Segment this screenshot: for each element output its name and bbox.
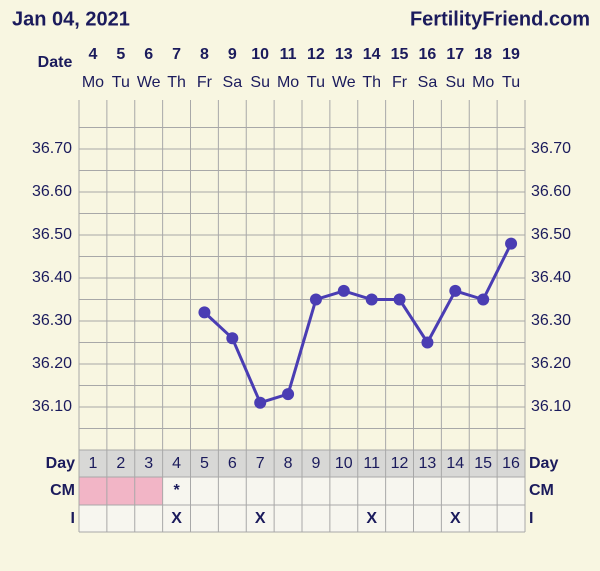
days-cell: 4	[172, 455, 181, 472]
row-label-right: CM	[529, 482, 554, 499]
y-tick-label: 36.30	[32, 312, 72, 329]
row-label: CM	[50, 482, 75, 499]
date-label: 8	[200, 46, 209, 63]
temperature-point	[226, 332, 239, 345]
temperature-point	[365, 293, 378, 306]
intercourse-cell: X	[255, 510, 266, 527]
weekday-label: Mo	[472, 74, 494, 91]
temperature-point	[337, 284, 350, 297]
row-label: Day	[46, 455, 75, 472]
weekday-label: We	[137, 74, 161, 91]
date-label: 13	[335, 46, 353, 63]
y-tick-label: 36.60	[32, 183, 72, 200]
temperature-point	[393, 293, 406, 306]
temperature-point	[421, 336, 434, 349]
weekday-label: Sa	[223, 74, 243, 91]
days-cell: 11	[363, 455, 380, 472]
date-label: Date	[38, 54, 73, 71]
weekday-label: Mo	[277, 74, 299, 91]
row-label-right: Day	[529, 455, 558, 472]
date-label: 16	[419, 46, 437, 63]
weekday-label: Th	[362, 74, 381, 91]
weekday-label: Tu	[112, 74, 130, 91]
y-tick-label: 36.50	[32, 226, 72, 243]
weekday-label: Sa	[418, 74, 438, 91]
y-tick-label: 36.10	[32, 398, 72, 415]
chart-date: Jan 04, 2021	[12, 8, 130, 30]
weekday-label: Su	[250, 74, 270, 91]
date-label: 9	[228, 46, 237, 63]
temperature-point	[505, 237, 518, 250]
weekday-label: Mo	[82, 74, 104, 91]
days-cell: 5	[200, 455, 209, 472]
date-label: 19	[502, 46, 520, 63]
y-tick-label-right: 36.40	[531, 269, 571, 286]
days-cell: 2	[116, 455, 125, 472]
date-label: 6	[144, 46, 153, 63]
temperature-point	[309, 293, 322, 306]
intercourse-cell: X	[171, 510, 182, 527]
site-name: FertilityFriend.com	[410, 8, 590, 30]
cm-cell	[106, 477, 135, 505]
cm-cell	[79, 477, 107, 505]
weekday-label: Fr	[197, 74, 213, 91]
intercourse-cell: X	[366, 510, 377, 527]
cm-cell	[134, 477, 163, 505]
y-tick-label: 36.40	[32, 269, 72, 286]
days-cell: 14	[446, 455, 464, 472]
y-tick-label: 36.20	[32, 355, 72, 372]
temperature-point	[254, 396, 267, 409]
days-cell: 10	[335, 455, 353, 472]
date-label: 7	[172, 46, 181, 63]
cm-cell: *	[173, 482, 180, 499]
y-tick-label-right: 36.30	[531, 312, 571, 329]
date-label: 4	[88, 46, 97, 63]
weekday-label: Tu	[502, 74, 520, 91]
row-label: I	[71, 510, 75, 527]
days-cell: 12	[391, 455, 409, 472]
y-tick-label: 36.70	[32, 140, 72, 157]
y-tick-label-right: 36.20	[531, 355, 571, 372]
days-cell: 13	[419, 455, 437, 472]
days-cell: 3	[144, 455, 153, 472]
y-tick-label-right: 36.10	[531, 398, 571, 415]
date-label: 11	[280, 46, 297, 63]
weekday-label: We	[332, 74, 356, 91]
days-cell: 15	[474, 455, 492, 472]
date-label: 12	[307, 46, 325, 63]
days-cell: 16	[502, 455, 520, 472]
date-label: 15	[391, 46, 409, 63]
temperature-point	[477, 293, 490, 306]
date-label: 5	[116, 46, 125, 63]
y-tick-label-right: 36.70	[531, 140, 571, 157]
days-cell: 9	[311, 455, 320, 472]
date-label: 17	[446, 46, 464, 63]
date-label: 10	[251, 46, 269, 63]
days-cell: 6	[228, 455, 237, 472]
days-cell: 8	[284, 455, 293, 472]
date-label: 18	[474, 46, 492, 63]
days-cell: 7	[256, 455, 265, 472]
temperature-point	[282, 388, 295, 401]
date-label: 14	[363, 46, 381, 63]
y-tick-label-right: 36.50	[531, 226, 571, 243]
days-cell: 1	[88, 455, 97, 472]
weekday-label: Tu	[307, 74, 325, 91]
intercourse-cell: X	[450, 510, 461, 527]
y-tick-label-right: 36.60	[531, 183, 571, 200]
temperature-point	[449, 284, 462, 297]
weekday-label: Su	[446, 74, 466, 91]
weekday-label: Fr	[392, 74, 408, 91]
weekday-label: Th	[167, 74, 186, 91]
row-label-right: I	[529, 510, 533, 527]
temperature-point	[198, 306, 211, 319]
